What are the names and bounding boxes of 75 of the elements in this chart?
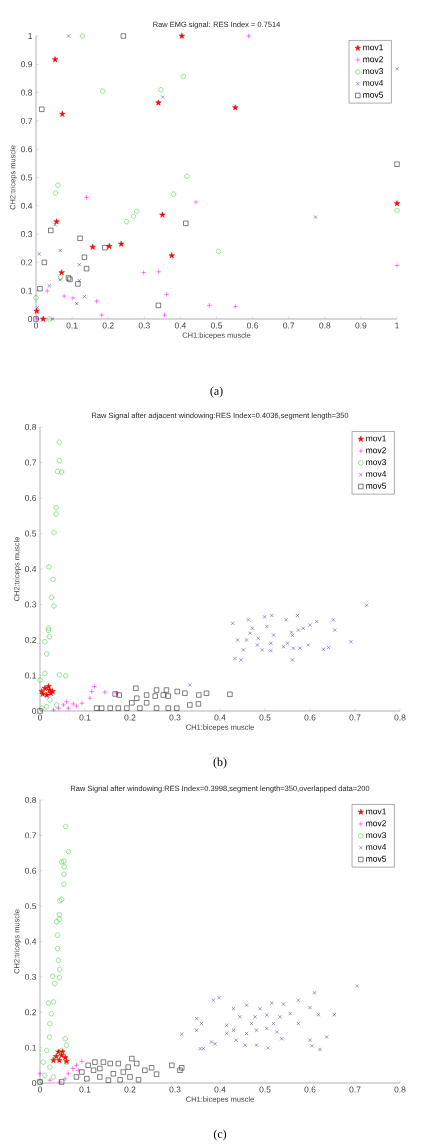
y-tick-label: 0.7 bbox=[21, 117, 33, 124]
x-tick-label: 0 bbox=[37, 1086, 43, 1093]
x-tick-label: 0.5 bbox=[259, 1086, 271, 1093]
x-tick-label: 0.6 bbox=[304, 714, 316, 721]
x-tick-label: 0.6 bbox=[247, 322, 259, 329]
x-tick-label: 0.3 bbox=[169, 1086, 181, 1093]
y-tick-label: 0.7 bbox=[25, 832, 37, 839]
y-tick-label: 0.2 bbox=[25, 1009, 37, 1016]
y-tick-label: 0 bbox=[32, 708, 37, 714]
y-tick-label: 0.5 bbox=[25, 530, 37, 537]
legend-label: mov3 bbox=[366, 459, 387, 466]
x-tick-label: 0.2 bbox=[102, 322, 114, 329]
x-tick-label: 0.1 bbox=[79, 1086, 91, 1093]
legend-label: mov5 bbox=[366, 855, 387, 862]
legend-label: mov3 bbox=[366, 832, 387, 839]
legend-label: mov4 bbox=[366, 844, 387, 850]
x-tick-label: 0.3 bbox=[138, 322, 150, 329]
x-tick-label: 0.8 bbox=[319, 322, 331, 329]
legend-label: mov5 bbox=[366, 482, 387, 489]
legend-label: mov1 bbox=[366, 435, 386, 442]
x-tick-label: 0.8 bbox=[394, 1086, 406, 1093]
y-tick-label: 0.4 bbox=[25, 566, 37, 572]
y-tick-label: 0.6 bbox=[25, 867, 37, 874]
y-tick-label: 0 bbox=[32, 1080, 37, 1086]
y-tick-label: 0.5 bbox=[25, 903, 37, 910]
legend-label: mov2 bbox=[366, 820, 386, 827]
x-tick-label: 0.4 bbox=[214, 714, 226, 721]
y-tick-label: 0.1 bbox=[21, 287, 33, 294]
y-tick-label: 0.8 bbox=[21, 89, 33, 96]
text: (c) bbox=[213, 1129, 227, 1141]
y-tick-label: 0 bbox=[28, 316, 33, 322]
x-tick-label: 0 bbox=[37, 714, 43, 721]
legend-label: mov1 bbox=[366, 808, 386, 815]
y-tick-label: 0.1 bbox=[25, 672, 37, 679]
x-tick-label: 0.5 bbox=[259, 714, 271, 721]
legend-label: mov4 bbox=[363, 80, 384, 86]
y-tick-label: 0.2 bbox=[21, 259, 33, 266]
y-tick-label: 0.3 bbox=[25, 973, 37, 980]
x-tick-label: 0.7 bbox=[349, 1086, 361, 1093]
y-tick-label: 0.5 bbox=[21, 174, 33, 181]
y-tick-label: 0.9 bbox=[21, 61, 33, 68]
y-tick-label: 0.8 bbox=[25, 424, 37, 430]
x-tick-label: 0.9 bbox=[355, 322, 367, 329]
x-tick-label: 0.5 bbox=[210, 322, 223, 329]
x-tick-label: 0.7 bbox=[283, 322, 295, 329]
legend-label: mov2 bbox=[366, 447, 386, 454]
y-tick-label: 0.6 bbox=[25, 495, 37, 501]
y-tick-label: 0.7 bbox=[25, 459, 37, 466]
legend-label: mov3 bbox=[363, 68, 384, 75]
x-tick-label: 0.6 bbox=[304, 1086, 316, 1093]
legend-label: mov1 bbox=[363, 44, 383, 51]
y-tick-label: 0.3 bbox=[25, 601, 37, 608]
x-tick-label: 0.8 bbox=[394, 714, 406, 721]
x-tick-label: 1 bbox=[395, 322, 399, 329]
x-tick-label: 0.2 bbox=[124, 714, 136, 721]
y-tick-label: 0.3 bbox=[21, 231, 33, 238]
y-tick-label: 0.6 bbox=[21, 146, 33, 153]
x-tick-label: 0.1 bbox=[79, 714, 91, 721]
legend-label: mov4 bbox=[366, 471, 387, 477]
x-tick-label: 0.7 bbox=[349, 714, 361, 721]
y-tick-label: 0.4 bbox=[25, 938, 37, 945]
y-tick-label: 0.2 bbox=[25, 637, 37, 643]
legend-label: mov5 bbox=[363, 91, 384, 98]
x-tick-label: 0.3 bbox=[169, 714, 181, 721]
text: (a) bbox=[210, 386, 223, 398]
y-tick-label: 0.8 bbox=[25, 797, 37, 803]
x-tick-label: 0.4 bbox=[174, 322, 187, 329]
legend-label: mov2 bbox=[363, 56, 383, 63]
text: (b) bbox=[213, 757, 227, 769]
y-tick-label: 0.4 bbox=[21, 202, 33, 209]
x-tick-label: 0.1 bbox=[66, 322, 78, 329]
y-tick-label: 1 bbox=[28, 33, 33, 39]
x-tick-label: 0.2 bbox=[124, 1086, 136, 1093]
y-tick-label: 0.1 bbox=[25, 1044, 37, 1051]
x-tick-label: 0.4 bbox=[214, 1086, 226, 1093]
